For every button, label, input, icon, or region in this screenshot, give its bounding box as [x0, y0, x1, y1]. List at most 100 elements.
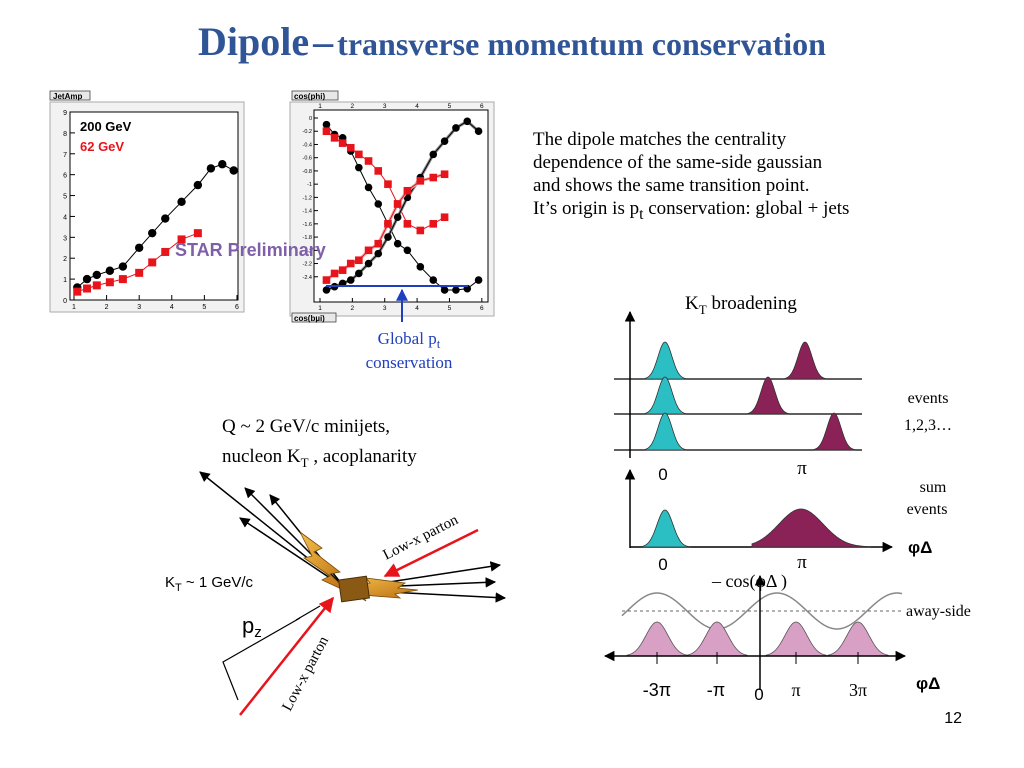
right-series-line: [326, 120, 479, 291]
left-xtick-label: 2: [105, 304, 109, 311]
left-point-62: [177, 235, 186, 244]
star-preliminary: STAR Preliminary: [175, 240, 326, 260]
events-axis-pi: π: [797, 458, 807, 479]
event-rows: [614, 341, 862, 451]
jet-diagram: [199, 471, 507, 716]
lowx-parton-upper-label: Low-x parton: [381, 512, 462, 564]
minijets-line2-sub: T: [301, 455, 309, 470]
right-point-circle: [474, 276, 483, 284]
title-dash: –: [313, 19, 334, 64]
slide-title: Dipole – transverse momentum conservatio…: [0, 18, 1024, 65]
right-point-circle: [346, 276, 355, 284]
right-ytick-label: -1: [307, 182, 312, 188]
pz-sub: z: [254, 624, 262, 641]
plot-left-y-ticks: 0 1 2 3 4 5 6 7 8 9: [63, 110, 75, 305]
right-ytick-label: -0.4: [303, 142, 312, 148]
left-series-line: [77, 232, 199, 293]
plot-right-label-box: [291, 90, 339, 101]
plot-right-series: [322, 117, 483, 294]
sum-events-line2: events: [907, 501, 948, 518]
axis-pi-bottom: π: [791, 680, 800, 700]
right-point-circle: [393, 213, 402, 222]
right-point-circle: [429, 276, 438, 284]
left-point-200: [148, 228, 157, 238]
left-ytick-label: 0: [63, 298, 67, 305]
minijets-line2-post: , acoplanarity: [309, 446, 418, 467]
right-xtick-label-top: 4: [415, 103, 419, 110]
sum-away-side-peak: [751, 508, 871, 548]
event-same-side-peak: [644, 376, 687, 415]
kt-1gev-post: ~ 1 GeV/c: [182, 574, 254, 591]
plot-right: cos(phi) cos(bµi) -2.4 -2.2 -2 -1.8 -1.6 -1.4…: [289, 90, 495, 323]
right-point-square: [355, 150, 363, 159]
plot-left-frame: [69, 111, 239, 301]
right-point-square: [374, 167, 383, 175]
text-line-2: dependence of the same-side gaussian: [533, 152, 823, 173]
right-point-square: [384, 180, 392, 188]
right-ytick-label: -1.2: [303, 195, 312, 201]
pz-label: pz: [242, 613, 262, 641]
right-ytick-label: 0: [309, 116, 312, 122]
right-ytick-label: -1.8: [303, 235, 312, 241]
left-ytick-label: 2: [63, 256, 67, 263]
text-line-4-post: conservation: global + jets: [643, 198, 850, 219]
explanation-text: The dipole matches the centrality depend…: [533, 128, 849, 226]
right-point-circle: [364, 183, 373, 192]
right-point-square: [393, 200, 402, 208]
collision-core: [338, 575, 370, 603]
right-point-square: [403, 186, 412, 195]
lowx-parton-lower-arrow: [239, 596, 334, 716]
text-line-3: and shows the same transition point.: [533, 175, 810, 196]
left-point-62: [105, 278, 114, 287]
text-line-4-pre: It’s origin is p: [533, 198, 640, 219]
event-same-side-peak: [644, 412, 687, 451]
left-point-62: [148, 258, 157, 267]
right-point-square: [338, 266, 347, 274]
right-point-circle: [440, 286, 449, 294]
plot-right-label-bottom: cos(bµi): [294, 314, 325, 323]
right-point-circle: [452, 124, 460, 132]
right-xtick-label-top: 2: [351, 103, 355, 110]
left-ytick-label: 9: [63, 110, 67, 117]
right-ytick-label: -2: [307, 248, 312, 254]
events-axis-zero: 0: [658, 465, 667, 484]
global-pt-line2: conservation: [366, 353, 453, 372]
left-ytick-label: 6: [63, 173, 67, 180]
periodic-peaks: [626, 621, 889, 657]
axis-zero-bottom: 0: [754, 685, 763, 704]
sum-same-side-peak: [642, 509, 691, 548]
phi-delta-label-2: φΔ: [916, 674, 940, 693]
plot-right-x-ticks: 1 1 2 2 3 3 4 4 5 5 6 6: [318, 103, 484, 312]
left-xtick-label: 3: [137, 304, 141, 311]
plot-left-label-box: [49, 90, 91, 101]
plot-right-label-box-bottom: [291, 312, 337, 323]
event-away-side-peak: [784, 341, 827, 380]
right-xtick-label: 5: [448, 305, 452, 312]
right-point-square: [346, 143, 355, 152]
right-point-square: [440, 213, 449, 222]
legend-62gev: 62 GeV: [80, 139, 124, 154]
axis-m3pi: -3π: [643, 680, 671, 700]
left-point-62: [161, 247, 170, 256]
left-xtick-label: 5: [202, 304, 206, 311]
left-xtick-label: 1: [72, 304, 76, 311]
text-line-4-sub: t: [639, 205, 644, 223]
right-point-circle: [440, 137, 449, 145]
pz-bracket-tip: [295, 605, 321, 621]
sum-axis-zero: 0: [658, 555, 667, 574]
right-point-square: [364, 246, 373, 255]
sum-axis-pi: π: [797, 552, 807, 573]
right-point-square: [403, 220, 412, 228]
right-point-square: [416, 226, 425, 235]
left-ytick-label: 4: [63, 214, 67, 221]
right-ytick-label: -0.8: [303, 169, 312, 175]
left-point-62: [92, 281, 101, 290]
right-point-circle: [374, 200, 383, 208]
minijets-line2-pre: nucleon K: [222, 446, 301, 467]
left-ytick-label: 7: [63, 152, 67, 159]
right-ytick-label: -1.6: [303, 222, 312, 228]
kt-broadening-label: KT broadening: [685, 293, 797, 317]
right-point-square: [416, 177, 425, 185]
